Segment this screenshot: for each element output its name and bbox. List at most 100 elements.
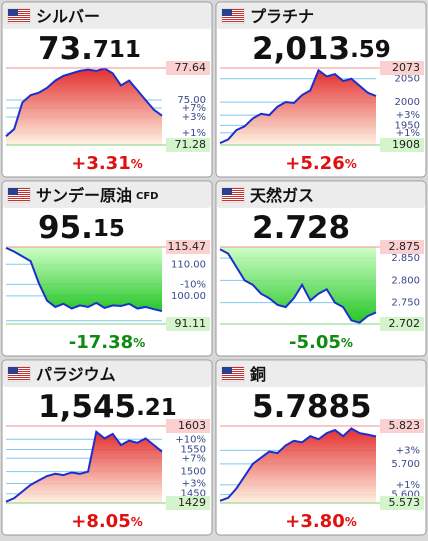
low-label: 2.702 bbox=[389, 317, 421, 330]
price-frac: 15 bbox=[93, 216, 125, 242]
change-unit: % bbox=[133, 336, 145, 350]
change-value: +5.26 bbox=[285, 153, 345, 174]
price-line bbox=[5, 246, 163, 313]
flag-stripe bbox=[8, 11, 30, 12]
y-tick-label: 2050 bbox=[395, 74, 420, 85]
y-tick-label: 110.00 bbox=[171, 259, 206, 270]
high-label: 115.47 bbox=[168, 240, 207, 253]
price: 5.7885 bbox=[252, 389, 372, 425]
low-box bbox=[380, 496, 424, 510]
flag-stripe bbox=[8, 17, 30, 18]
flag-stripe bbox=[222, 371, 244, 372]
high-label: 1603 bbox=[178, 419, 206, 432]
flag-stripe bbox=[222, 188, 244, 189]
y-tick-label: 2000 bbox=[395, 97, 420, 108]
change-value: -17.38 bbox=[69, 332, 133, 353]
y-tick-label: +3% bbox=[182, 479, 206, 490]
panel[interactable]: プラチナ 2,013.59 2050 2000 +3%1950+1% 2073 1908 +5… bbox=[215, 1, 427, 178]
flag-stripe bbox=[8, 21, 30, 22]
flag-stripe bbox=[8, 379, 30, 380]
change: +3.31% bbox=[71, 153, 143, 174]
y-tick-label: -10% bbox=[180, 279, 206, 290]
flag-stripe bbox=[8, 188, 30, 189]
price-main: 5.7885 bbox=[252, 389, 372, 425]
y-tick-label: +3% bbox=[396, 110, 420, 121]
panel[interactable]: サンデー原油CFD95.15110.00-10%100.00-20%115.47… bbox=[1, 180, 213, 357]
flag-stripe bbox=[222, 192, 244, 193]
y-tick-label: 75.00 bbox=[177, 95, 206, 106]
change-value: +8.05 bbox=[71, 511, 131, 532]
y-tick-label: 2.850 bbox=[391, 253, 420, 264]
flag-canton bbox=[8, 367, 18, 374]
flag-stripe bbox=[222, 196, 244, 197]
high-box bbox=[166, 61, 210, 75]
y-tick-label: 1500 bbox=[181, 467, 206, 478]
y-tick-label: 5.700 bbox=[391, 459, 420, 470]
price-main: 95. bbox=[38, 210, 93, 246]
price-main: 2,013 bbox=[252, 31, 350, 67]
panel-header bbox=[3, 3, 211, 29]
price-frac: .21 bbox=[136, 395, 177, 421]
y-tick-label: +3% bbox=[182, 112, 206, 123]
flag-stripe bbox=[222, 198, 244, 199]
panel-header bbox=[3, 361, 211, 387]
high-label: 5.823 bbox=[389, 419, 421, 432]
area-fill bbox=[220, 70, 376, 145]
panel[interactable]: 銅 5.7885 +3% 5.700 +1%5.600 5.823 5.573 +3.80% bbox=[215, 359, 427, 536]
panel[interactable]: シルバー 73.711 75.00+7%+3% +1% 77.64 71.28 +3.31% bbox=[1, 1, 213, 178]
y-tick-label: 2.750 bbox=[391, 298, 420, 309]
low-label: 91.11 bbox=[175, 317, 207, 330]
panel-header bbox=[217, 361, 425, 387]
flag-stripe bbox=[222, 369, 244, 370]
price-line bbox=[219, 427, 377, 502]
price-main: 73. bbox=[38, 31, 93, 67]
low-box bbox=[166, 138, 210, 152]
flag-stripe bbox=[222, 375, 244, 376]
y-tick-label: 100.00 bbox=[171, 291, 206, 302]
flag-stripe bbox=[222, 9, 244, 10]
change-value: +3.31 bbox=[71, 153, 131, 174]
low-label: 5.573 bbox=[389, 496, 421, 509]
flag-stripe bbox=[8, 19, 30, 20]
price-frac: 711 bbox=[93, 37, 141, 63]
price: 95.15 bbox=[38, 210, 125, 246]
change: +8.05% bbox=[71, 511, 143, 532]
flag-stripe bbox=[222, 377, 244, 378]
flag-stripe bbox=[222, 194, 244, 195]
flag-canton bbox=[8, 188, 18, 195]
y-tick-label: +7% bbox=[182, 103, 206, 114]
flag-stripe bbox=[8, 367, 30, 368]
price-line bbox=[219, 248, 377, 324]
change-unit: % bbox=[345, 515, 357, 529]
flag-stripe bbox=[222, 11, 244, 12]
high-box bbox=[166, 419, 210, 433]
price-main: 1,545 bbox=[38, 389, 136, 425]
name: 銅 bbox=[250, 365, 266, 384]
flag-stripe bbox=[8, 200, 30, 201]
panel-header bbox=[3, 182, 211, 208]
flag-stripe bbox=[222, 21, 244, 22]
y-tick-label: +1% bbox=[182, 128, 206, 139]
flag-stripe bbox=[8, 371, 30, 372]
flag-stripe bbox=[222, 200, 244, 201]
flag-stripe bbox=[8, 375, 30, 376]
change-value: -5.05 bbox=[289, 332, 341, 353]
price-frac: .59 bbox=[350, 37, 391, 63]
low-box bbox=[166, 317, 210, 331]
change-unit: % bbox=[345, 157, 357, 171]
panel[interactable]: 天然ガス 2.728 2.850 2.800 2.750 2.875 2.702 -5.05% bbox=[215, 180, 427, 357]
flag-stripe bbox=[8, 377, 30, 378]
change-unit: % bbox=[341, 336, 353, 350]
flag-stripe bbox=[8, 13, 30, 14]
panel[interactable]: パラジウム1,545.21+10%1550+7%1500+3%145016031… bbox=[1, 359, 213, 536]
low-label: 71.28 bbox=[175, 138, 207, 151]
commodity-name: プラチナ bbox=[250, 7, 314, 26]
low-box bbox=[380, 138, 424, 152]
flag-stripe bbox=[222, 15, 244, 16]
flag-stripe bbox=[8, 192, 30, 193]
commodity-name: パラジウム bbox=[36, 365, 116, 384]
tag: CFD bbox=[136, 191, 158, 202]
price: 73.711 bbox=[38, 31, 141, 67]
flag-canton bbox=[222, 188, 232, 195]
